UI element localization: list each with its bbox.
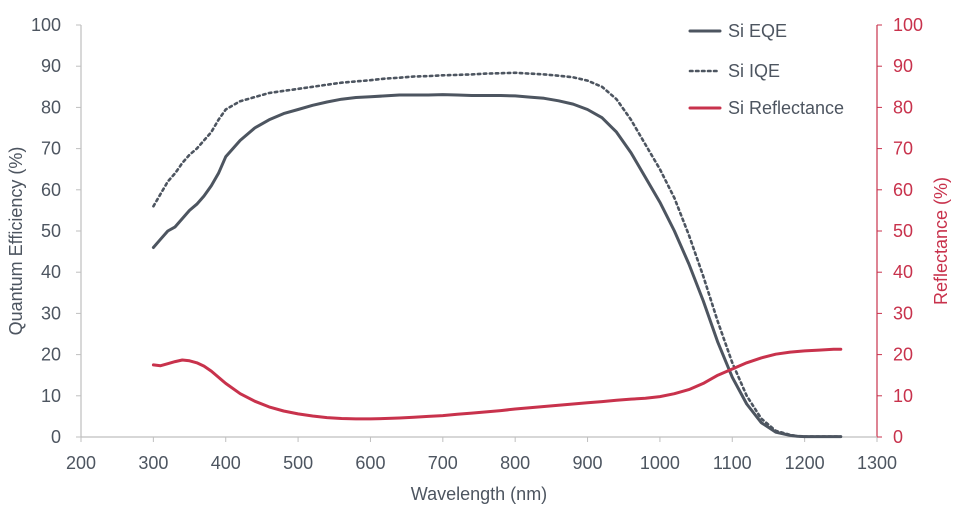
x-tick-label: 500 (283, 453, 313, 473)
legend-label-si-iqe: Si IQE (728, 61, 780, 81)
x-tick-label: 400 (211, 453, 241, 473)
y-right-tick-label: 30 (893, 303, 913, 323)
y-right-tick-label: 10 (893, 386, 913, 406)
y-right-tick-label: 0 (893, 427, 903, 447)
x-tick-label: 1000 (640, 453, 680, 473)
y-left-axis-title: Quantum Efficiency (%) (6, 147, 26, 336)
y-right-tick-label: 20 (893, 345, 913, 365)
y-left-tick-label: 90 (41, 56, 61, 76)
series-line-si-eqe (151, 93, 843, 439)
x-axis-title: Wavelength (nm) (411, 484, 547, 504)
y-left-tick-label: 20 (41, 345, 61, 365)
y-right-tick-label: 70 (893, 139, 913, 159)
x-tick-label: 800 (500, 453, 530, 473)
y-left-tick-label: 60 (41, 180, 61, 200)
axes-layer: 200 300 400 500 600 700 800 900 1000 1100 1200 1300… (6, 15, 951, 504)
x-tick-label: 900 (573, 453, 603, 473)
y-left-tick-label: 80 (41, 97, 61, 117)
x-tick-label: 600 (355, 453, 385, 473)
y-left-tick-label: 30 (41, 303, 61, 323)
y-right-tick-label: 50 (893, 221, 913, 241)
x-tick-label: 1100 (713, 453, 752, 473)
x-tick-label: 200 (66, 453, 96, 473)
series-line-si-iqe (152, 71, 843, 438)
y-left-tick-label: 10 (41, 386, 61, 406)
x-tick-label: 300 (138, 453, 168, 473)
y-right-axis-title: Reflectance (%) (931, 177, 951, 305)
y-right-tick-label: 90 (893, 56, 913, 76)
y-right-tick-label: 80 (893, 97, 913, 117)
legend: Si EQE Si IQE Si Reflectance (688, 21, 844, 118)
y-right-tick-label: 40 (893, 262, 913, 282)
x-tick-label: 700 (428, 453, 458, 473)
y-left-tick-label: 40 (41, 262, 61, 282)
y-left-tick-label: 0 (51, 427, 61, 447)
y-left-tick-label: 50 (41, 221, 61, 241)
y-left-tick-label: 100 (31, 15, 61, 35)
x-tick-label: 1300 (857, 453, 897, 473)
y-left-tick-label: 70 (41, 139, 61, 159)
series-line-si-reflectance (151, 347, 843, 421)
series-layer (151, 71, 843, 439)
x-tick-label: 1200 (785, 453, 825, 473)
y-right-tick-label: 100 (893, 15, 923, 35)
y-right-tick-label: 60 (893, 180, 913, 200)
legend-label-si-eqe: Si EQE (728, 21, 787, 41)
legend-label-si-reflectance: Si Reflectance (728, 98, 844, 118)
